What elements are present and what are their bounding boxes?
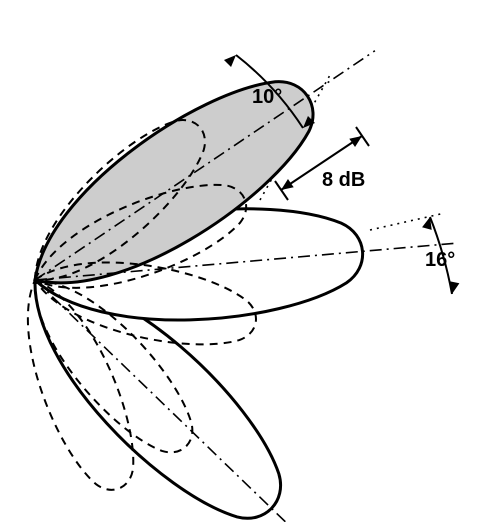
gain-8db-label: 8 dB [322, 169, 365, 191]
beamwidth-16-label: 16° [425, 249, 455, 271]
radiation-pattern-diagram: 10° 8 dB 16° [0, 0, 500, 522]
annotation-beamwidth-16: 16° [370, 213, 459, 295]
beamwidth-10-label: 10° [252, 86, 282, 108]
